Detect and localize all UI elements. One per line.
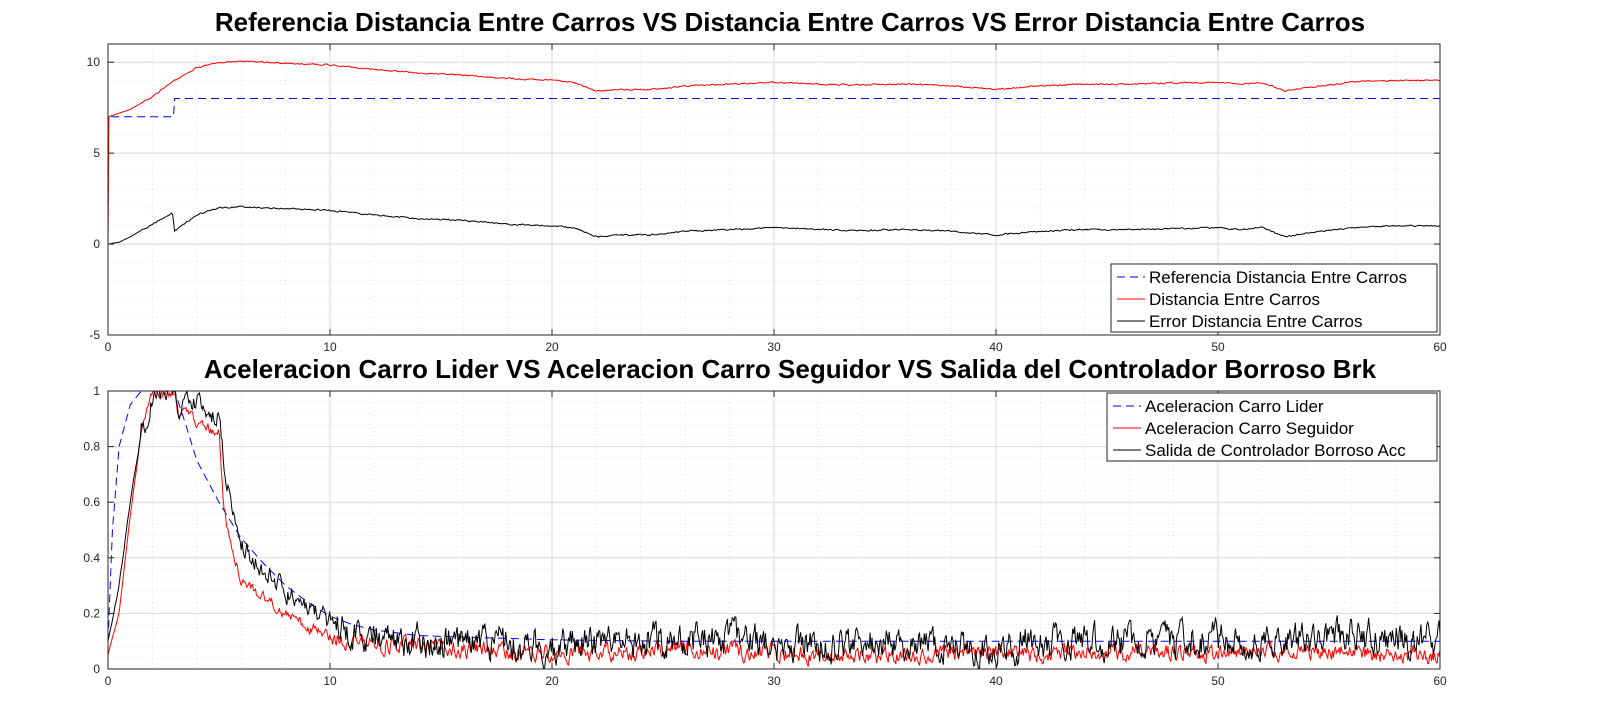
legend-label: Error Distancia Entre Carros [1149,312,1363,331]
x-tick-label: 40 [989,340,1003,354]
x-tick-label: 20 [545,340,559,354]
legend-box [1106,392,1438,462]
legend-label: Salida de Controlador Borroso Acc [1145,441,1406,460]
x-tick-label: 30 [767,340,781,354]
x-tick-label: 0 [105,674,112,688]
x-tick-label: 60 [1433,674,1447,688]
x-tick-label: 30 [767,674,781,688]
legend-box [1110,263,1438,333]
y-tick-label: 10 [87,55,101,69]
series-line-3 [108,205,1440,245]
chart-acceleration: Aceleracion Carro Lider VS Aceleracion C… [83,354,1447,688]
chart-title: Referencia Distancia Entre Carros VS Dis… [215,7,1365,37]
chart-distance: Referencia Distancia Entre Carros VS Dis… [87,7,1447,354]
legend-label: Aceleracion Carro Seguidor [1145,419,1354,438]
x-tick-label: 20 [545,674,559,688]
series-line-1 [108,391,1440,642]
y-tick-label: -5 [89,328,100,342]
x-tick-label: 50 [1211,674,1225,688]
y-tick-label: 0 [93,662,100,676]
series-line-2 [108,60,1440,245]
legend: Referencia Distancia Entre Carros Distanc… [1110,263,1438,333]
legend-label: Aceleracion Carro Lider [1145,397,1324,416]
x-tick-label: 0 [105,340,112,354]
legend-label: Distancia Entre Carros [1149,290,1320,309]
x-tick-label: 10 [323,340,337,354]
legend-label: Referencia Distancia Entre Carros [1149,268,1407,287]
x-tick-label: 40 [989,674,1003,688]
series-line-3 [108,391,1440,669]
chart-title: Aceleracion Carro Lider VS Aceleracion C… [204,354,1377,384]
y-tick-label: 0.2 [83,606,100,620]
x-tick-label: 50 [1211,340,1225,354]
legend: Aceleracion Carro Lider Aceleracion Carro… [1106,392,1438,462]
y-tick-label: 5 [93,146,100,160]
y-tick-label: 1 [93,384,100,398]
x-tick-label: 60 [1433,340,1447,354]
plot-area: 0 10 20 30 40 50 60 -5 0 5 10 Referencia Distancia … [87,43,1447,354]
y-tick-label: 0.6 [83,495,100,509]
plot-area: 0 10 20 30 40 50 60 0 0.2 0.4 0.6 0.8 1 Aceleracion C… [83,384,1447,688]
y-tick-label: 0.4 [83,551,100,565]
x-tick-label: 10 [323,674,337,688]
y-tick-label: 0.8 [83,440,100,454]
y-tick-label: 0 [93,237,100,251]
series-line-2 [108,391,1440,667]
